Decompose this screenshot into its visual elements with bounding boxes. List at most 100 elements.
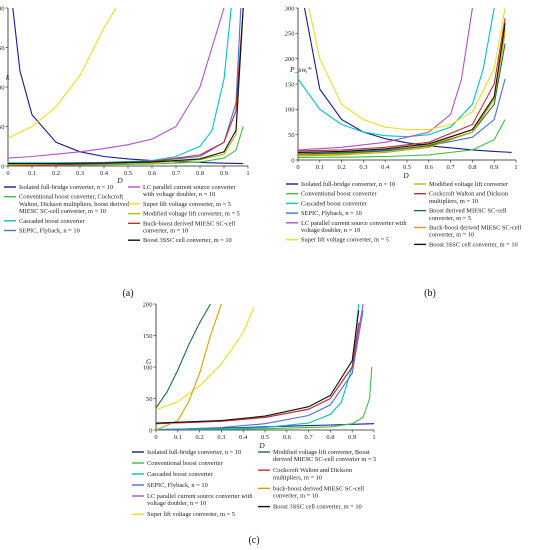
legend-label: Isolated full-bridge converter, n = 10 <box>301 181 395 188</box>
series-line-5 <box>156 304 364 425</box>
legend-label: converter, m = 10 <box>143 228 188 235</box>
y-tick-label: 100 <box>0 84 5 91</box>
legend-label: Modified voltage lift converter <box>429 181 509 188</box>
legend-label: SEPIC, Flyback, n = 10 <box>19 228 80 235</box>
series-line-9 <box>8 8 244 165</box>
y-tick-label: 150 <box>285 81 295 88</box>
x-tick-label: 1 <box>246 170 249 177</box>
legend-label: Boost 3SSC cell converter, m = 10 <box>273 504 362 511</box>
legend-label: LC parallel current source converter wit… <box>147 493 253 500</box>
x-tick-label: 0.7 <box>305 434 314 441</box>
x-tick-label: 0.3 <box>76 170 84 177</box>
x-tick-label: 0.1 <box>28 170 36 177</box>
panel-label: (b) <box>424 288 436 299</box>
series-line-8 <box>156 322 360 425</box>
legend-label: multipliers, m = 10 <box>273 474 322 481</box>
x-tick-label: 0.9 <box>490 164 498 171</box>
legend-label: converter, m = 5 <box>429 215 471 222</box>
legend-label: Boost derived MIESC SC-cell <box>429 208 507 215</box>
y-tick-label: 100 <box>143 364 153 371</box>
y-tick-label: 0 <box>149 427 152 434</box>
x-tick-label: 0.4 <box>239 434 248 441</box>
x-tick-label: 1 <box>514 164 517 171</box>
legend-label: Cascaded boost converter <box>147 471 214 478</box>
x-tick-label: 0.9 <box>220 170 228 177</box>
panel-label: (a) <box>122 288 133 299</box>
series-line-6 <box>308 8 506 131</box>
series-line-3 <box>156 304 360 430</box>
series-line-6 <box>156 306 255 411</box>
legend-label: Cockcroft Walton and Dickson <box>429 191 509 198</box>
series-line-5 <box>8 8 225 159</box>
legend-label: with voltage doubler, n = 10 <box>143 191 215 198</box>
legend-label: buck-boost derived MIESC SC-cell <box>273 485 364 492</box>
legend-label: converter, m = 10 <box>273 493 318 500</box>
legend-label: LC parallel current source converter wit… <box>301 220 407 227</box>
x-tick-label: 0.2 <box>338 164 346 171</box>
x-tick-label: 0 <box>154 434 157 441</box>
series-line-9 <box>156 304 222 430</box>
legend-label: Isolated full-bridge converter, n = 10 <box>19 184 113 191</box>
legend-label: Super lift voltage converter, m = 5 <box>143 201 231 208</box>
x-tick-label: 0.2 <box>52 170 60 177</box>
y-tick-label: 50 <box>288 132 295 139</box>
x-tick-label: 0.4 <box>381 164 390 171</box>
y-tick-label: 300 <box>285 5 295 12</box>
legend-label: Buck-boost derived MIESC SC-cell <box>429 225 521 232</box>
y-tick-label: 100 <box>285 107 295 114</box>
legend-label: Buck-boost derived MIESC SC-cell <box>143 220 235 227</box>
legend-label: Modified voltage lift converter, m = 5 <box>143 211 240 218</box>
series-line-4 <box>156 310 364 430</box>
legend-label: Super lift voltage converter, m = 5 <box>301 237 389 244</box>
y-axis-label: G <box>146 357 152 366</box>
x-tick-label: 0.5 <box>124 170 132 177</box>
series-lines <box>8 8 244 166</box>
y-tick-label: 200 <box>0 5 5 12</box>
series-lines <box>156 304 374 430</box>
series-line-6 <box>8 8 117 139</box>
series-line-5 <box>298 8 473 151</box>
legend-label: converter, m = 10 <box>429 232 474 239</box>
y-tick-label: 150 <box>143 333 153 340</box>
legend-label: Cockcroft Walton and Dickson <box>273 467 353 474</box>
series-line-9 <box>298 43 506 155</box>
x-tick-label: 0.1 <box>174 434 182 441</box>
series-line-7 <box>8 8 244 165</box>
x-axis-label: D <box>116 176 123 185</box>
legend-label: Cascaded boost converter <box>301 200 368 207</box>
x-tick-label: 0.7 <box>172 170 181 177</box>
legend-label: SEPIC, Flyback, n = 10 <box>301 210 362 217</box>
legend-label: SEPIC, Flyback, n = 10 <box>147 482 208 489</box>
x-tick-label: 0.8 <box>326 434 334 441</box>
y-axis-label: P_sw,* <box>289 65 312 74</box>
legend-label: Conventional boost converter <box>147 460 223 467</box>
y-tick-label: 50 <box>146 396 153 403</box>
series-line-2 <box>8 126 244 166</box>
series-line-11 <box>298 23 506 153</box>
series-line-2 <box>156 366 373 430</box>
x-tick-label: 0.5 <box>261 434 269 441</box>
y-tick-label: 0 <box>1 163 4 170</box>
series-line-2 <box>298 119 506 159</box>
series-line-1 <box>303 8 512 153</box>
y-tick-label: 50 <box>0 124 5 131</box>
chart-panel-b: 0 0.1 0.2 0.3 0.4 0.5 0.6 0.7 0.8 0.9 1 0 50 100 150 20… <box>285 5 522 299</box>
legend-label: Super lift voltage converter, m = 5 <box>147 511 235 518</box>
y-axis-label: k <box>6 73 10 82</box>
series-line-8 <box>8 8 244 166</box>
y-tick-label: 0 <box>291 157 294 164</box>
legend-label: Cascaded boost converter <box>19 218 86 225</box>
series-line-7 <box>156 304 211 409</box>
series-line-1 <box>12 8 244 165</box>
x-tick-label: 0.6 <box>425 164 434 171</box>
legend-label: derived MIESC SC-cell converter m = 5 <box>273 456 376 463</box>
x-tick-label: 0.6 <box>283 434 292 441</box>
legend-label: Boost 3SSC cell converter, m = 10 <box>429 241 518 248</box>
x-tick-label: 0.8 <box>196 170 204 177</box>
panel-label: (c) <box>248 535 259 546</box>
x-tick-label: 0.1 <box>316 164 324 171</box>
x-tick-label: 0.6 <box>148 170 157 177</box>
series-lines <box>298 8 512 159</box>
legend-label: Modified voltage lift converter, Boost <box>273 449 370 456</box>
